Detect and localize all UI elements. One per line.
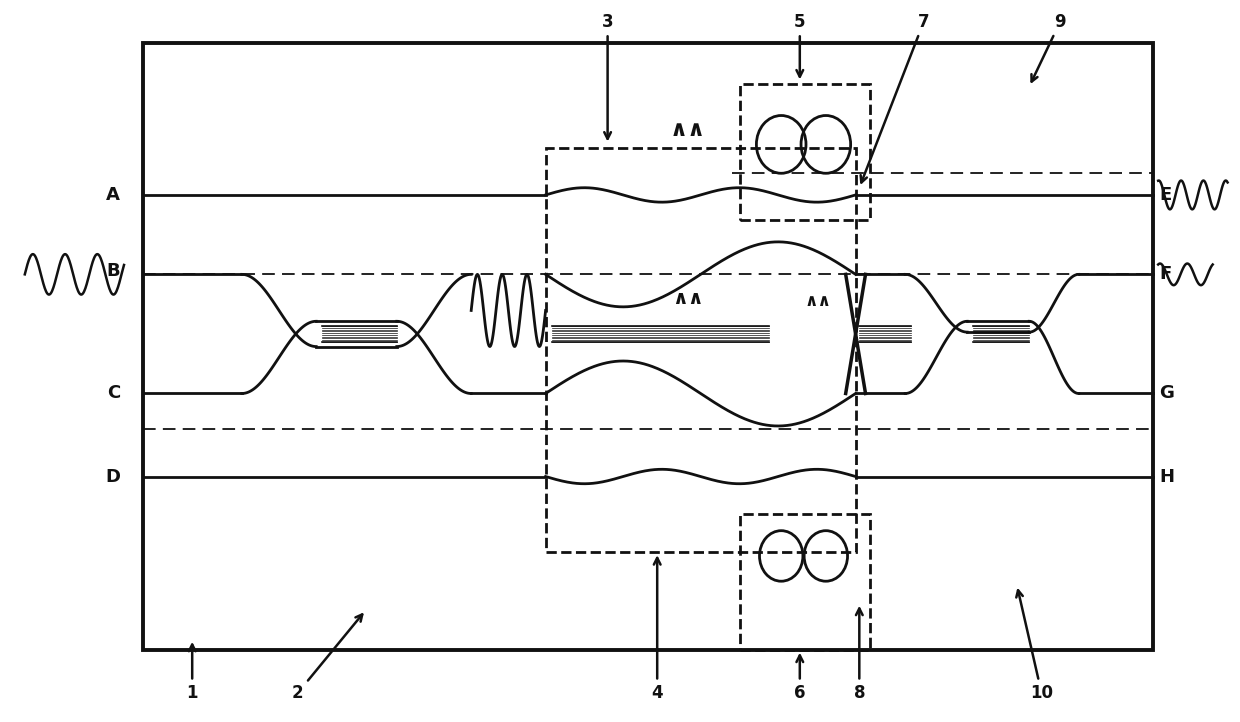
Text: 10: 10: [1017, 591, 1053, 702]
Text: ∧∧: ∧∧: [670, 120, 707, 140]
Text: 4: 4: [651, 558, 663, 702]
Text: H: H: [1159, 468, 1174, 485]
Text: 3: 3: [601, 13, 614, 139]
Text: 8: 8: [853, 609, 866, 702]
Bar: [143, 43, 1153, 650]
Text: C: C: [107, 385, 120, 402]
Text: 7: 7: [861, 13, 930, 183]
Text: A: A: [107, 186, 120, 204]
Bar: [546, 148, 856, 552]
Text: 5: 5: [794, 13, 806, 77]
Text: 1: 1: [186, 645, 198, 702]
Text: E: E: [1159, 186, 1172, 204]
Text: B: B: [107, 262, 120, 279]
Text: G: G: [1159, 385, 1174, 402]
Bar: [740, 514, 870, 650]
Text: 6: 6: [794, 656, 806, 702]
Text: 2: 2: [291, 614, 362, 702]
Bar: [740, 84, 870, 220]
Text: D: D: [105, 468, 120, 485]
Text: F: F: [1159, 266, 1172, 283]
Text: ∧∧: ∧∧: [805, 292, 832, 310]
Text: ∧∧: ∧∧: [672, 289, 704, 308]
Text: 9: 9: [1032, 13, 1066, 82]
